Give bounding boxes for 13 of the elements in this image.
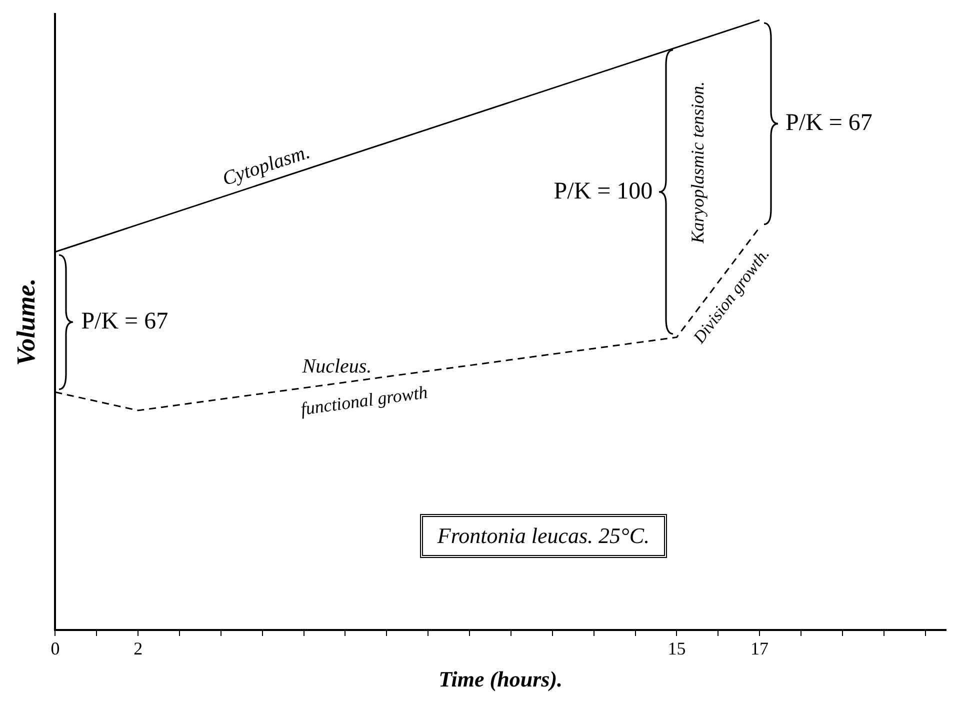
- annotation: Frontonia leucas. 25°C.: [420, 514, 667, 558]
- x-tick-label: 17: [750, 638, 769, 659]
- x-tick-label: 15: [668, 638, 686, 659]
- x-tick-label: 2: [134, 638, 143, 659]
- annotation: P/K = 67: [81, 308, 168, 334]
- x-axis-title: Time (hours).: [438, 666, 563, 692]
- annotation: Karyoplasmic tension.: [687, 81, 708, 244]
- y-axis-title: Volume.: [11, 278, 40, 366]
- annotation: functional growth: [299, 382, 429, 419]
- annotation: P/K = 100: [554, 178, 653, 205]
- annotation: P/K = 67: [786, 110, 872, 136]
- x-tick-label: 0: [50, 638, 60, 659]
- series-label: Nucleus.: [301, 356, 372, 378]
